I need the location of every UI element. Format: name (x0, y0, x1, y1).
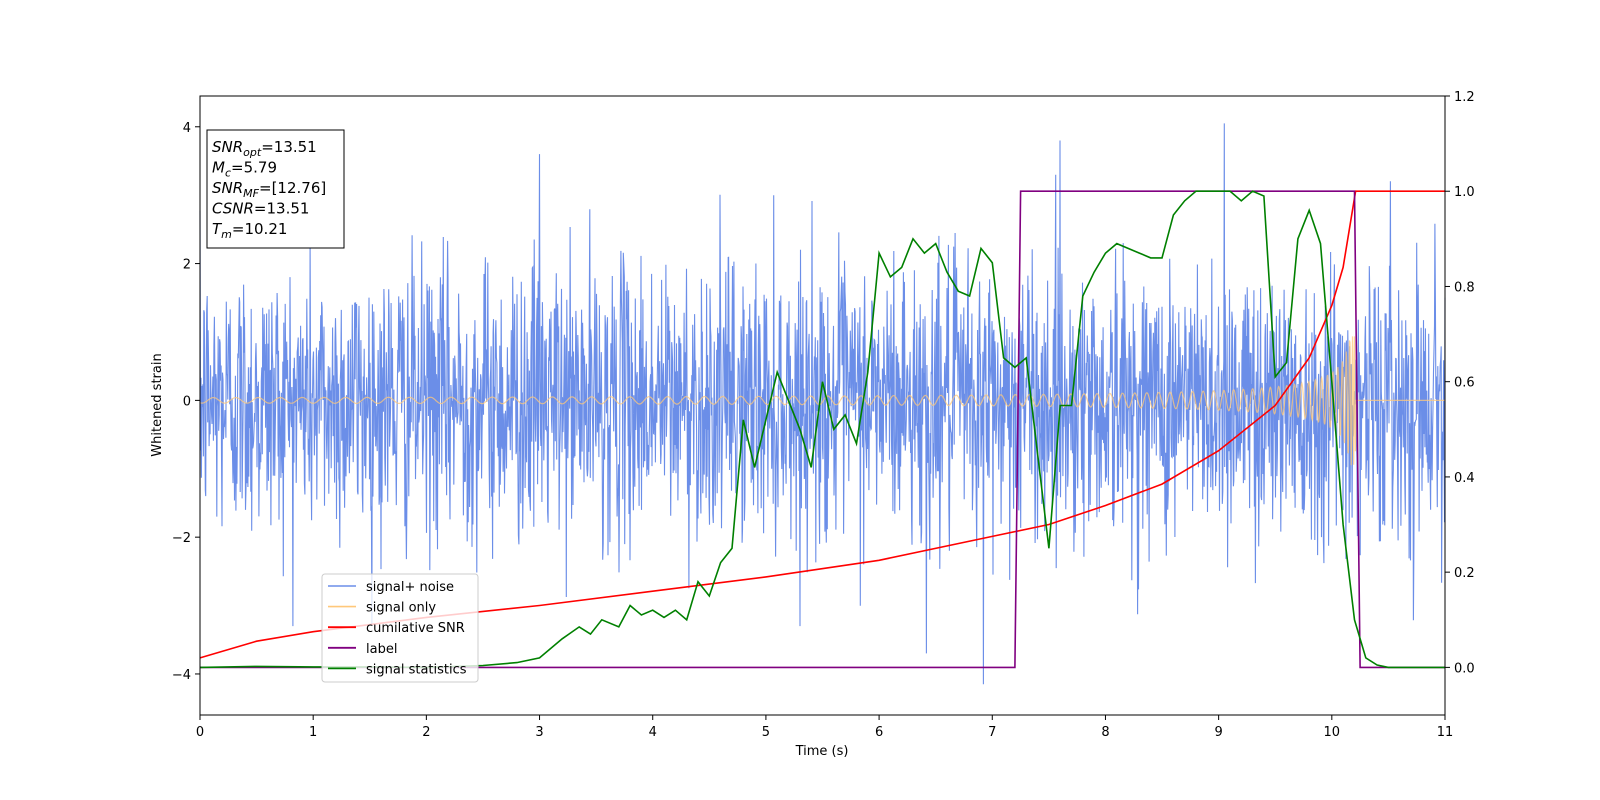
y2-tick-label: 1.2 (1454, 90, 1475, 105)
series-signal-only (199, 336, 1445, 466)
info-line: Tm=10.21 (212, 220, 287, 241)
legend-label: cumilative SNR (366, 621, 465, 636)
legend-label: signal only (366, 601, 436, 616)
series-signal-statistics (199, 190, 1445, 669)
x-tick-label: 7 (988, 725, 996, 740)
x-tick-label: 0 (196, 725, 204, 740)
series-label (200, 190, 1445, 669)
y-tick-label: 2 (183, 258, 191, 273)
x-axis-label: Time (s) (795, 744, 849, 759)
plot-frame (199, 95, 1446, 716)
y2-tick-label: 0.2 (1454, 566, 1475, 581)
y-axis-label: Whitened strain (150, 353, 165, 456)
y2-tick-label: 0.8 (1454, 280, 1475, 295)
legend-label: label (366, 642, 397, 657)
x-tick-label: 1 (309, 725, 317, 740)
y2-tick-label: 1.0 (1454, 185, 1475, 200)
x-tick-label: 6 (875, 725, 883, 740)
x-tick-label: 3 (535, 725, 543, 740)
x-tick-label: 11 (1437, 725, 1454, 740)
legend-label: signal+ noise (366, 580, 454, 595)
y-tick-label: −4 (172, 668, 191, 683)
y2-tick-label: 0.6 (1454, 376, 1475, 391)
y-tick-label: 0 (183, 394, 191, 409)
info-line: SNRopt=13.51 (212, 138, 317, 159)
series-signal-plus-noise (199, 123, 1446, 685)
info-line: CSNR=13.51 (212, 200, 309, 218)
x-tick-label: 10 (1324, 725, 1341, 740)
info-box-frame (206, 129, 345, 249)
x-tick-label: 5 (762, 725, 770, 740)
y-tick-label: 4 (183, 121, 191, 136)
x-tick-label: 2 (422, 725, 430, 740)
info-line: SNRMF=[12.76] (212, 179, 326, 200)
axes-layer: 0 1 2 3 4 5 6 7 8 9 10 11 4 2 0 −2 −4 0.0 0.2 0.4 0.6 0.8 1.0 1… (172, 90, 1475, 740)
y-tick-label: −2 (172, 531, 191, 546)
legend-label: signal statistics (366, 662, 467, 677)
legend: signal+ noise signal only cumilative SNR la… (321, 573, 479, 683)
y2-tick-label: 0.0 (1454, 661, 1475, 676)
y2-tick-label: 0.4 (1454, 471, 1475, 486)
x-tick-label: 9 (1214, 725, 1222, 740)
x-tick-label: 4 (649, 725, 657, 740)
info-line: Mc=5.79 (212, 159, 277, 180)
info-box: SNRopt=13.51Mc=5.79SNRMF=[12.76]CSNR=13.… (206, 129, 345, 249)
legend-frame (321, 573, 479, 683)
x-tick-label: 8 (1101, 725, 1109, 740)
